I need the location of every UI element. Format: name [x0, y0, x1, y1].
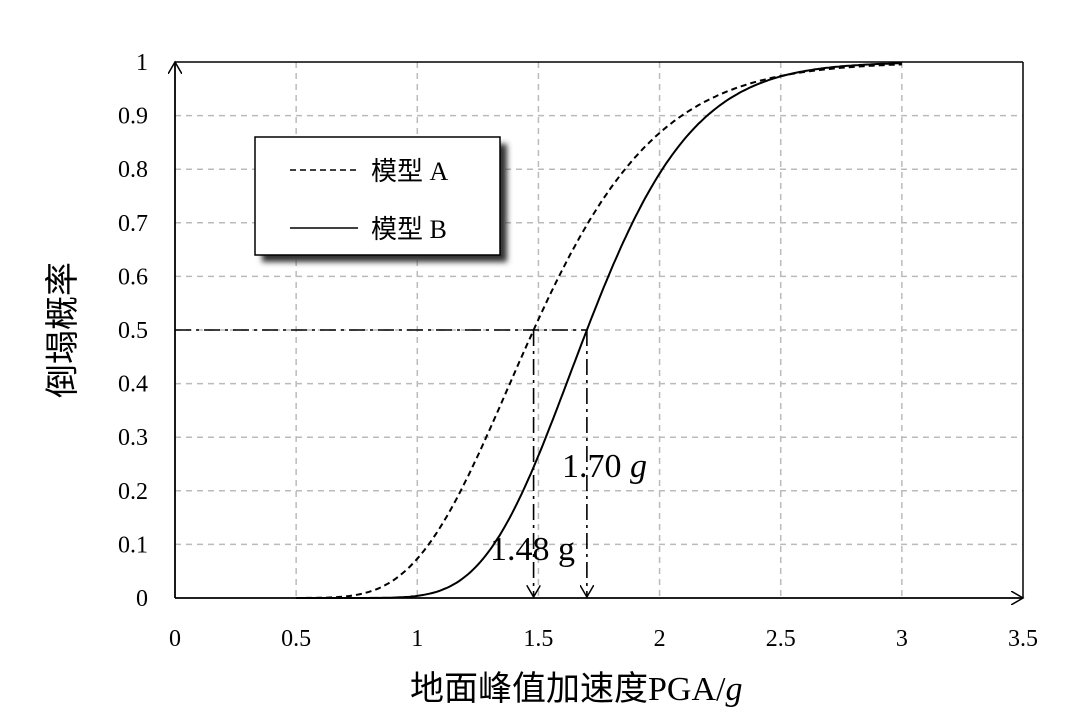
- x-tick-label: 1: [411, 626, 423, 652]
- y-tick-label: 0.5: [118, 318, 148, 344]
- y-tick-label: 0: [136, 586, 148, 612]
- y-tick-label: 0.8: [118, 157, 148, 183]
- y-tick-label: 0.7: [118, 211, 148, 237]
- x-axis-label-text: 地面峰值加速度PGA/: [410, 670, 726, 708]
- x-tick-label: 3.5: [1008, 626, 1038, 652]
- x-tick-label: 0.5: [281, 626, 311, 652]
- x-tick-label: 2: [654, 626, 666, 652]
- grid: [175, 62, 1023, 598]
- annotation-170-value: 1.70: [562, 448, 630, 485]
- legend-box: [254, 136, 501, 256]
- y-tick-label: 0.2: [118, 479, 148, 505]
- reference-lines: [175, 329, 587, 597]
- x-tick-label: 3: [896, 626, 908, 652]
- legend-label-b: 模型 B: [371, 215, 447, 244]
- y-tick-label: 0.4: [118, 372, 148, 398]
- y-axis-label: 倒塌概率: [44, 262, 82, 398]
- series-model-b-line: [296, 62, 902, 599]
- y-tick-label: 0.1: [118, 532, 148, 558]
- x-tick-label: 0: [169, 626, 181, 652]
- y-tick-label: 0.9: [118, 104, 148, 130]
- tick-labels: 0 0.5 1 1.5 2 2.5 3 3.5 0 0.1 0.2 0.3 0.4 0.5 0.6 0.7 0.…: [118, 50, 1038, 652]
- legend: 模型 A 模型 B: [254, 136, 507, 262]
- y-tick-label: 0.3: [118, 425, 148, 451]
- x-axis-label: 地面峰值加速度PGA/g: [410, 670, 742, 708]
- curves: [296, 62, 902, 599]
- legend-label-a: 模型 A: [371, 157, 449, 186]
- x-tick-label: 1.5: [523, 626, 553, 652]
- annotation-170: 1.70 g: [562, 448, 647, 485]
- y-tick-label: 1: [136, 50, 148, 76]
- annotation-170-unit: g: [630, 448, 647, 485]
- annotation-148: 1.48 g: [490, 531, 575, 568]
- y-tick-label: 0.6: [118, 264, 148, 290]
- x-tick-label: 2.5: [766, 626, 796, 652]
- x-axis-label-unit: g: [725, 671, 742, 708]
